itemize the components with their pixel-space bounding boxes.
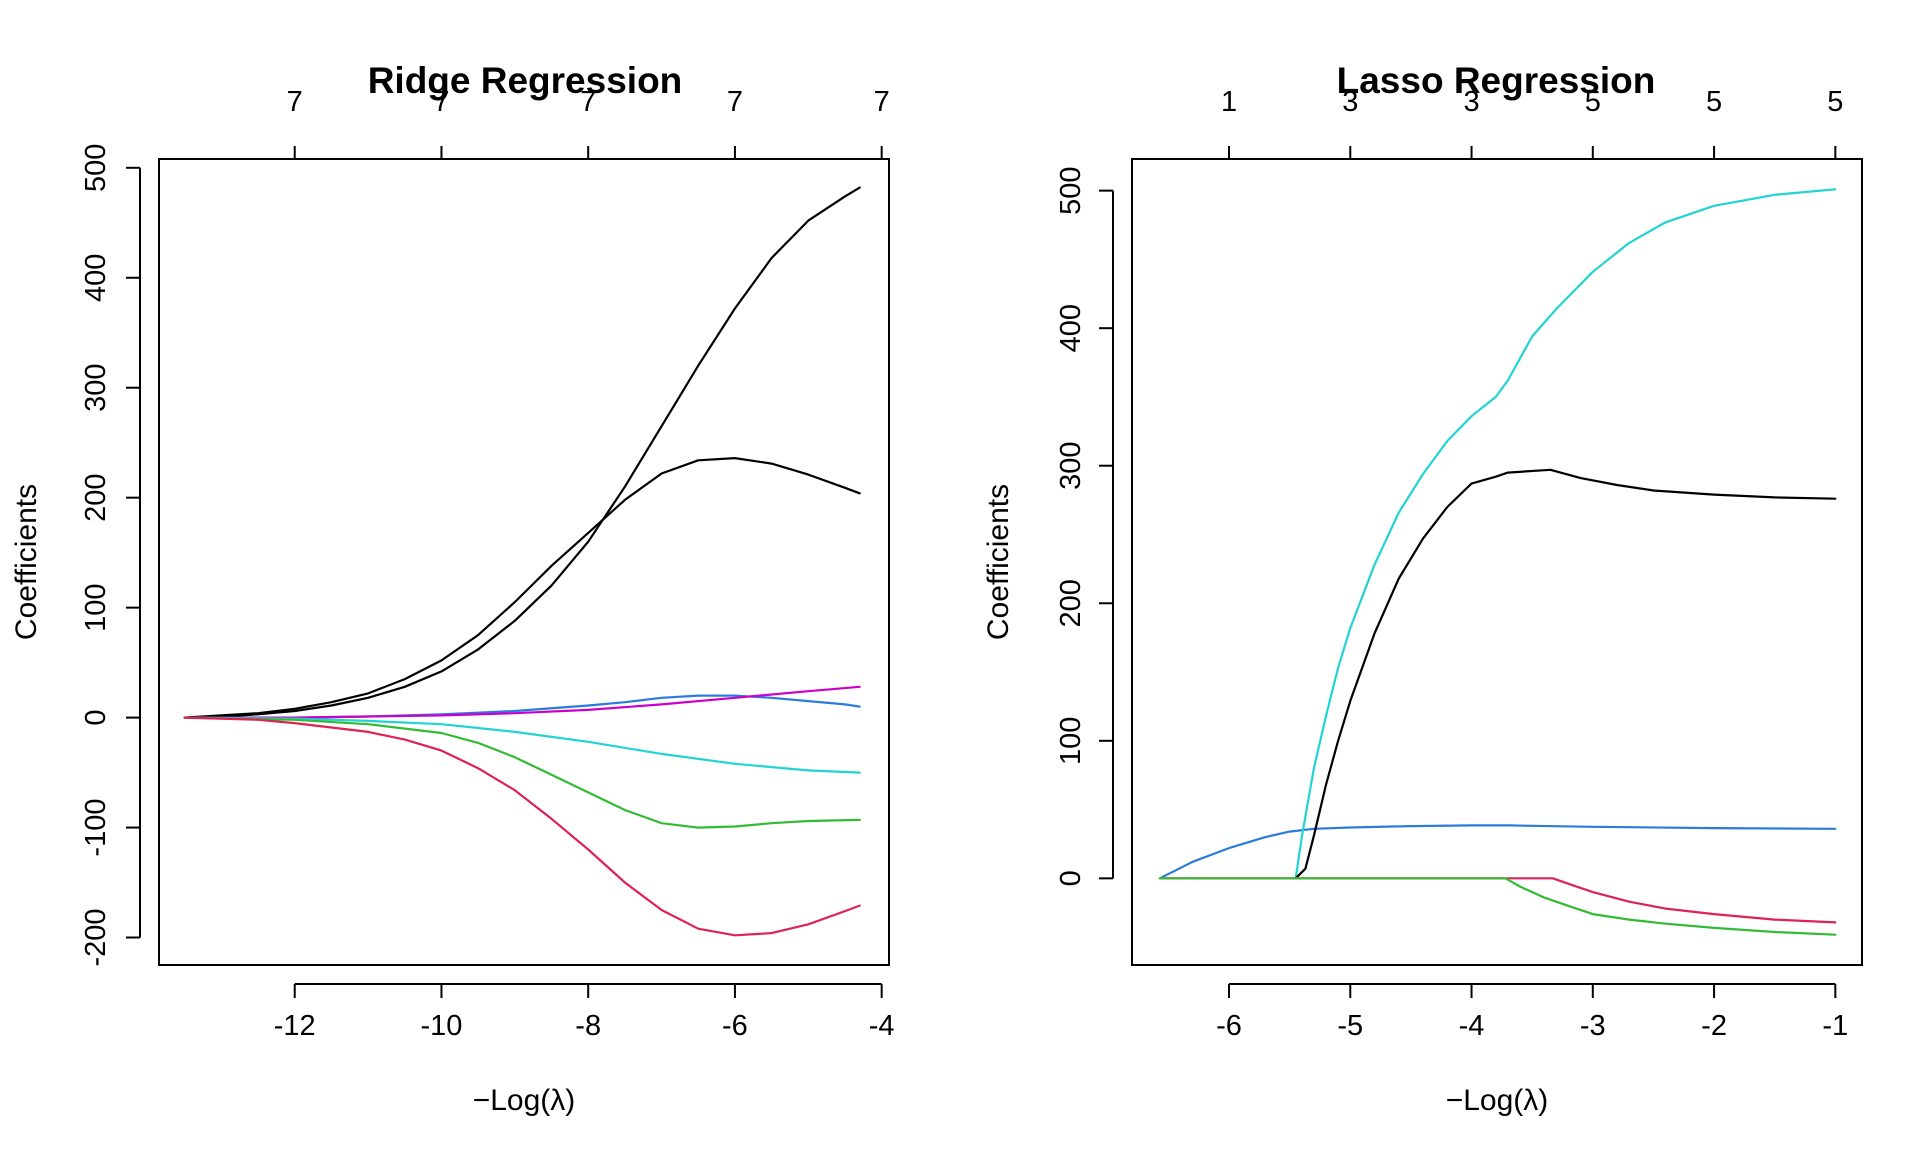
lasso-y-tick-label: 100 bbox=[1055, 717, 1087, 765]
ridge-y-tick-label: 0 bbox=[80, 710, 112, 726]
lasso-top-tick-label: 5 bbox=[1706, 86, 1722, 118]
lasso-series-line-1 bbox=[1158, 824, 1837, 880]
ridge-plot-box bbox=[158, 158, 890, 966]
lasso-x-tick-label: -2 bbox=[1701, 1010, 1727, 1042]
ridge-x-axis-label: −Log(λ) bbox=[473, 1084, 576, 1117]
ridge-y-tick-label: -200 bbox=[80, 908, 112, 966]
ridge-series-line-4 bbox=[183, 685, 861, 719]
ridge-x-tick-label: -8 bbox=[575, 1010, 601, 1042]
lasso-top-axis: 1 3 3 5 5 5 bbox=[1221, 86, 1843, 160]
ridge-y-axis: -200 -100 0 100 200 300 400 500 bbox=[80, 144, 141, 967]
ridge-title: Ridge Regression bbox=[368, 60, 683, 101]
lasso-x-tick-label: -6 bbox=[1216, 1010, 1242, 1042]
ridge-top-tick-label: 7 bbox=[580, 86, 596, 118]
ridge-x-tick-label: -6 bbox=[722, 1010, 748, 1042]
lasso-series-line-2 bbox=[1294, 188, 1837, 880]
ridge-series-line-1 bbox=[183, 186, 861, 719]
ridge-x-tick-label: -12 bbox=[274, 1010, 316, 1042]
ridge-top-tick-label: 7 bbox=[287, 86, 303, 118]
lasso-top-tick-label: 3 bbox=[1463, 86, 1479, 118]
ridge-series-line-2 bbox=[183, 457, 861, 719]
lasso-series-line-3 bbox=[1294, 468, 1837, 880]
ridge-series-line-3 bbox=[183, 694, 861, 719]
lasso-x-tick-label: -5 bbox=[1337, 1010, 1363, 1042]
lasso-y-tick-label: 300 bbox=[1055, 442, 1087, 490]
lasso-x-axis-label: −Log(λ) bbox=[1446, 1084, 1549, 1117]
ridge-x-axis: -12 -10 -8 -6 -4 bbox=[274, 983, 895, 1042]
lasso-title: Lasso Regression bbox=[1337, 60, 1656, 101]
lasso-x-tick-label: -4 bbox=[1459, 1010, 1485, 1042]
ridge-top-tick-label: 7 bbox=[874, 86, 890, 118]
ridge-y-tick-label: -100 bbox=[80, 799, 112, 857]
ridge-y-tick-label: 200 bbox=[80, 473, 112, 521]
lasso-y-tick-label: 0 bbox=[1055, 870, 1087, 886]
lasso-x-axis: -6 -5 -4 -3 -2 -1 bbox=[1216, 983, 1848, 1042]
ridge-y-tick-label: 500 bbox=[80, 144, 112, 192]
lasso-y-axis-label: Coefficients bbox=[982, 484, 1015, 640]
lasso-top-tick-label: 1 bbox=[1221, 86, 1237, 118]
lasso-top-tick-label: 5 bbox=[1827, 86, 1843, 118]
lasso-top-tick-label: 5 bbox=[1585, 86, 1601, 118]
lasso-x-tick-label: -1 bbox=[1822, 1010, 1848, 1042]
lasso-y-tick-label: 500 bbox=[1055, 166, 1087, 214]
ridge-panel: Ridge Regression -12 -10 -8 -6 -4 -200 -100 0 1… bbox=[10, 60, 895, 1117]
lasso-panel: Lasso Regression -6 -5 -4 -3 -2 -1 0 100 200 300… bbox=[982, 60, 1863, 1117]
lasso-top-tick-label: 3 bbox=[1342, 86, 1358, 118]
lasso-y-tick-label: 200 bbox=[1055, 579, 1087, 627]
ridge-x-tick-label: -10 bbox=[421, 1010, 463, 1042]
ridge-y-tick-label: 400 bbox=[80, 254, 112, 302]
ridge-y-tick-label: 300 bbox=[80, 364, 112, 412]
lasso-x-tick-label: -3 bbox=[1580, 1010, 1606, 1042]
ridge-series-line-6 bbox=[183, 716, 861, 829]
lasso-series-group bbox=[1158, 188, 1837, 936]
ridge-y-tick-label: 100 bbox=[80, 583, 112, 631]
lasso-series-line-4 bbox=[1158, 877, 1837, 924]
ridge-series-group bbox=[183, 186, 861, 937]
ridge-y-axis-label: Coefficients bbox=[10, 484, 43, 640]
ridge-top-axis: 7 7 7 7 7 bbox=[287, 86, 890, 160]
ridge-x-tick-label: -4 bbox=[869, 1010, 895, 1042]
ridge-top-tick-label: 7 bbox=[727, 86, 743, 118]
ridge-series-line-5 bbox=[183, 716, 861, 774]
lasso-y-axis: 0 100 200 300 400 500 bbox=[1055, 166, 1114, 886]
lasso-series-line-5 bbox=[1158, 877, 1837, 936]
ridge-series-line-7 bbox=[183, 716, 861, 937]
lasso-y-tick-label: 400 bbox=[1055, 304, 1087, 352]
ridge-top-tick-label: 7 bbox=[433, 86, 449, 118]
